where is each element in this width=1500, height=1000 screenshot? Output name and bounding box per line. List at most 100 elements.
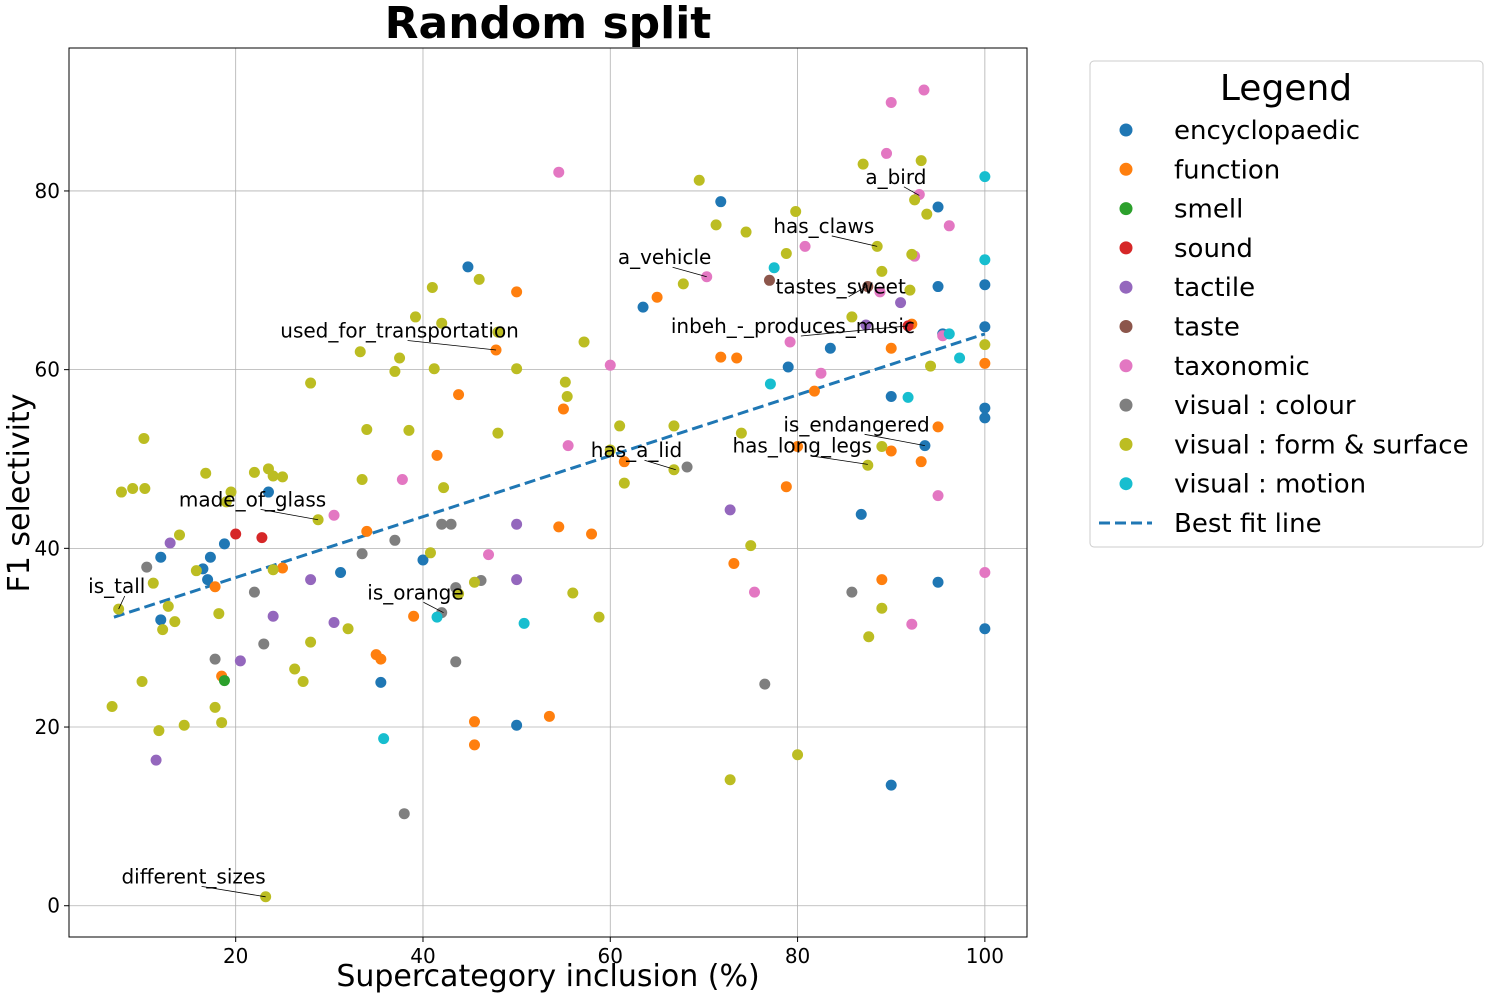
annotation-label: a_vehicle [618, 245, 712, 269]
legend-label: encyclopaedic [1174, 116, 1360, 146]
data-point [396, 474, 408, 486]
data-point [614, 420, 626, 432]
data-point [305, 377, 317, 389]
data-point [157, 624, 169, 636]
data-point [731, 352, 743, 364]
data-point [728, 558, 740, 570]
data-point [428, 363, 440, 375]
y-tick-label: 60 [35, 358, 60, 382]
data-point [668, 464, 680, 476]
data-point [328, 509, 340, 521]
data-point [932, 201, 944, 213]
data-point [618, 456, 630, 468]
legend-marker [1119, 202, 1133, 216]
data-point [780, 481, 792, 493]
data-point [169, 616, 181, 628]
data-point [578, 336, 590, 348]
annotations: a_bird has_claws a_vehicle tastes_sweetinbe… [88, 165, 930, 898]
data-point [979, 254, 991, 266]
data-point [394, 352, 406, 364]
data-point [885, 390, 897, 402]
data-point [356, 548, 368, 560]
data-point [483, 549, 495, 561]
annotation-leader [118, 595, 126, 610]
legend-label: smell [1174, 195, 1243, 225]
annotation-label: is_tall [88, 574, 145, 598]
data-point [258, 638, 270, 650]
legend-label: function [1174, 155, 1280, 185]
data-point [356, 474, 368, 486]
grid [69, 48, 1027, 937]
data-point [862, 281, 874, 293]
data-point [764, 378, 776, 390]
data-point [562, 440, 574, 452]
legend-marker [1119, 320, 1133, 333]
data-point [138, 432, 150, 444]
series-encyclopaedic [155, 196, 991, 791]
legend-title: Legend [1220, 68, 1352, 109]
data-point [267, 470, 279, 482]
legend-label: visual : motion [1174, 470, 1366, 500]
data-point [885, 779, 897, 791]
annotation-leader [903, 186, 920, 196]
x-axis-label: Supercategory inclusion (%) [336, 959, 759, 994]
annotation-leader [864, 433, 925, 446]
data-point [139, 482, 151, 494]
y-tick-label: 20 [35, 715, 60, 739]
data-point [511, 286, 523, 298]
legend-label: visual : form & surface [1174, 430, 1469, 460]
chart-title: Random split [385, 0, 712, 49]
data-point [335, 566, 347, 578]
data-point [874, 286, 886, 298]
data-point [277, 471, 289, 483]
annotation-leader [831, 235, 878, 247]
series-function [209, 286, 991, 751]
data-point [932, 421, 944, 433]
annotation-label: has_long_legs [732, 434, 872, 458]
data-point [855, 508, 867, 520]
legend-label: tactile [1174, 273, 1255, 303]
legend-marker [1119, 398, 1133, 412]
data-point [543, 710, 555, 722]
data-point [511, 574, 523, 586]
data-point [876, 265, 888, 277]
data-point [846, 311, 858, 323]
data-point [586, 528, 598, 540]
data-point [431, 611, 443, 623]
data-point [468, 576, 480, 588]
data-point [403, 424, 415, 436]
data-point [885, 342, 897, 354]
data-point [328, 616, 340, 628]
data-point [213, 608, 225, 620]
annotation-leader [407, 340, 497, 351]
data-point [450, 656, 462, 668]
plot-frame [68, 47, 1028, 938]
data-point [204, 551, 216, 563]
data-point [262, 486, 274, 498]
data-point [876, 602, 888, 614]
data-point [248, 466, 260, 478]
best-fit-line [113, 332, 986, 619]
data-point [200, 467, 212, 479]
annotation-label: used_for_transportation [280, 318, 519, 342]
data-point [230, 528, 242, 540]
data-point [782, 361, 794, 373]
data-point [453, 389, 465, 401]
x-tick-label: 60 [598, 944, 623, 968]
data-point [190, 565, 202, 577]
data-point [780, 247, 792, 259]
data-point [164, 537, 176, 549]
data-point [768, 262, 780, 274]
data-point [925, 360, 937, 372]
annotation-label: inbeh_-_produces_music [671, 314, 915, 338]
data-point [715, 351, 727, 363]
data-point [153, 725, 165, 737]
data-point [220, 496, 232, 508]
data-point [651, 291, 663, 303]
data-point [436, 317, 448, 329]
data-point [790, 206, 802, 218]
data-point [473, 273, 485, 285]
legend-items: encyclopaedic function smell sound tactile ta… [1099, 116, 1469, 539]
data-point [289, 663, 301, 675]
